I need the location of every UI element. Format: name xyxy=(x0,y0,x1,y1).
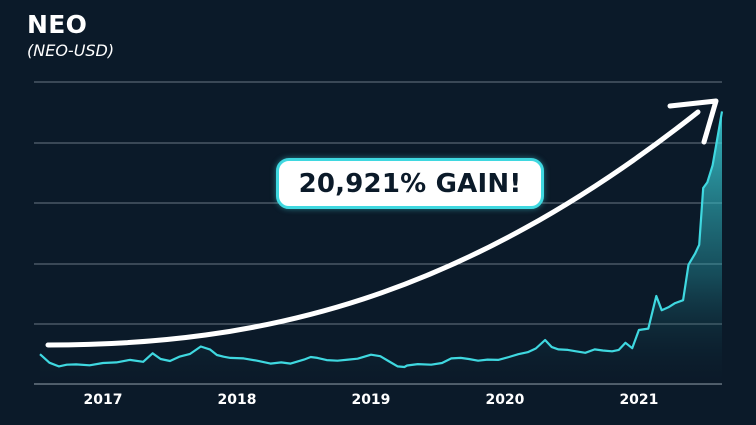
x-tick-label: 2020 xyxy=(485,392,524,408)
price-area xyxy=(39,111,724,385)
x-tick-label: 2019 xyxy=(351,392,390,408)
x-tick-label: 2017 xyxy=(83,392,122,408)
gain-arrow xyxy=(45,98,719,348)
price-area-fill xyxy=(40,111,722,385)
x-axis-ticks: 2017 2018 2019 2020 2021 xyxy=(83,392,658,408)
gain-callout: 20,921% GAIN! xyxy=(276,158,544,209)
chart-subtitle: (NEO-USD) xyxy=(27,41,115,60)
chart-title: NEO xyxy=(27,10,88,39)
x-tick-label: 2021 xyxy=(619,392,658,408)
price-line xyxy=(39,111,724,369)
grid-lines xyxy=(34,81,722,385)
arrow-shaft xyxy=(45,109,701,348)
arrow-head xyxy=(667,98,719,145)
x-tick-label: 2018 xyxy=(217,392,256,408)
